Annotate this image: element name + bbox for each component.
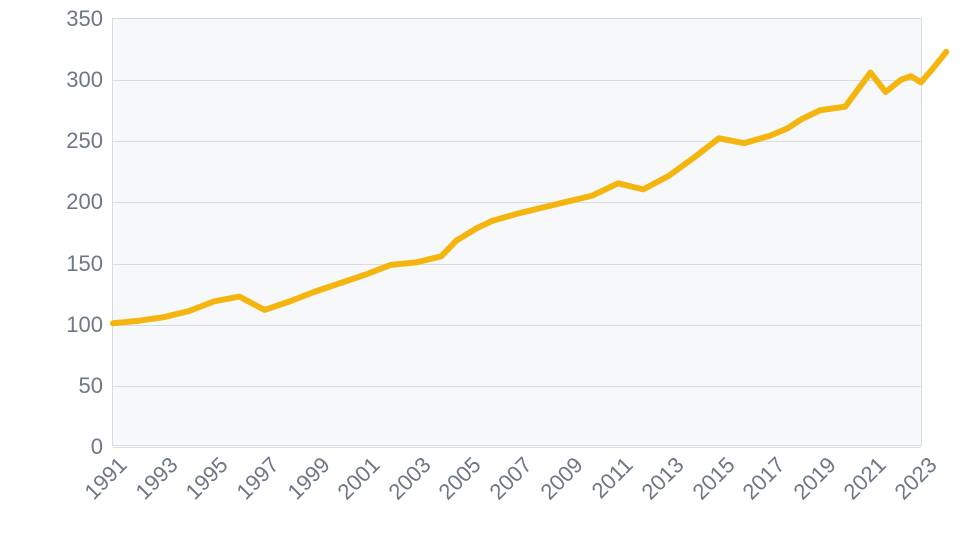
gridline bbox=[113, 447, 921, 448]
x-tick-label: 1995 bbox=[174, 445, 234, 505]
y-tick-label: 150 bbox=[66, 251, 113, 277]
y-tick-label: 100 bbox=[66, 312, 113, 338]
x-tick-label: 2001 bbox=[326, 445, 386, 505]
series-layer bbox=[113, 19, 921, 445]
y-tick-label: 300 bbox=[66, 67, 113, 93]
x-tick-label: 2015 bbox=[680, 445, 740, 505]
series-line bbox=[113, 52, 946, 323]
y-tick-label: 250 bbox=[66, 128, 113, 154]
y-tick-label: 350 bbox=[66, 6, 113, 32]
plot-area: 0501001502002503003501991199319951997199… bbox=[112, 18, 922, 446]
x-tick-label: 2007 bbox=[477, 445, 537, 505]
x-tick-label: 1997 bbox=[224, 445, 284, 505]
x-tick-label: 2003 bbox=[376, 445, 436, 505]
x-tick-label: 1993 bbox=[123, 445, 183, 505]
x-tick-label: 2019 bbox=[781, 445, 841, 505]
x-tick-label: 2023 bbox=[882, 445, 942, 505]
x-tick-label: 2013 bbox=[629, 445, 689, 505]
x-tick-label: 2005 bbox=[427, 445, 487, 505]
x-tick-label: 2011 bbox=[580, 445, 639, 504]
x-tick-label: 1991 bbox=[72, 445, 132, 505]
line-chart: 0501001502002503003501991199319951997199… bbox=[0, 0, 980, 560]
x-tick-label: 2009 bbox=[528, 445, 588, 505]
x-tick-label: 2021 bbox=[832, 445, 892, 505]
y-tick-label: 50 bbox=[79, 373, 113, 399]
x-tick-label: 1999 bbox=[275, 445, 335, 505]
x-tick-label: 2017 bbox=[731, 445, 791, 505]
y-tick-label: 200 bbox=[66, 189, 113, 215]
